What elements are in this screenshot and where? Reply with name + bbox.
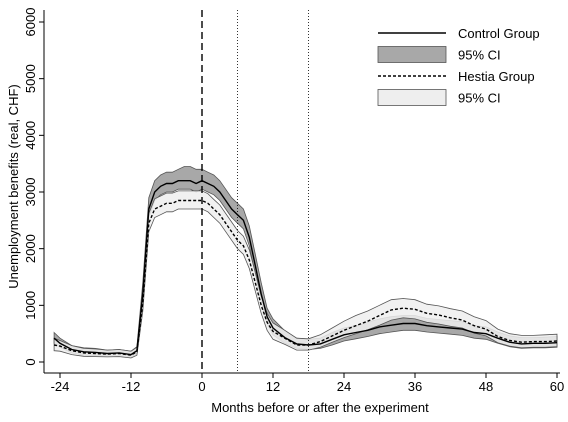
x-tick-label: 48 bbox=[479, 379, 493, 394]
y-tick-label: 6000 bbox=[23, 8, 38, 37]
legend: Control Group 95% CI Hestia Group 95% CI bbox=[377, 26, 540, 106]
x-tick-label: 24 bbox=[337, 379, 351, 394]
reference-lines bbox=[201, 10, 309, 373]
x-tick-label: 36 bbox=[408, 379, 422, 394]
legend-hestia-ci: 95% CI bbox=[377, 89, 501, 106]
legend-hestia: Hestia Group bbox=[378, 69, 535, 84]
legend-control-ci-swatch bbox=[377, 46, 447, 63]
legend-hestia-ci-swatch bbox=[377, 89, 447, 106]
series-line-hestia bbox=[53, 199, 558, 356]
legend-hestia-ci-label: 95% CI bbox=[458, 91, 501, 106]
x-tick-label: 12 bbox=[266, 379, 280, 394]
legend-control-ci: 95% CI bbox=[377, 46, 501, 63]
confidence-bands bbox=[53, 166, 558, 359]
ticks: -24 -12 0 12 24 36 48 60 0 1000 2000 3000 4000 5000 60… bbox=[23, 8, 564, 394]
legend-hestia-label: Hestia Group bbox=[458, 69, 535, 84]
y-tick-label: 5000 bbox=[23, 64, 38, 93]
series-line-control bbox=[53, 179, 558, 356]
y-tick-label: 2000 bbox=[23, 234, 38, 263]
legend-control: Control Group bbox=[378, 26, 540, 41]
x-axis-label: Months before or after the experiment bbox=[211, 400, 429, 415]
axes bbox=[43, 10, 560, 374]
y-tick-label: 3000 bbox=[23, 178, 38, 207]
y-axis-label: Unemployment benefits (real, CHF) bbox=[6, 84, 21, 288]
x-tick-label: 0 bbox=[198, 379, 205, 394]
x-tick-label: -24 bbox=[51, 379, 70, 394]
y-tick-label: 4000 bbox=[23, 121, 38, 150]
y-tick-label: 0 bbox=[23, 358, 38, 365]
x-tick-label: -12 bbox=[122, 379, 141, 394]
series-lines bbox=[53, 179, 558, 356]
x-tick-label: 60 bbox=[550, 379, 564, 394]
legend-control-ci-label: 95% CI bbox=[458, 48, 501, 63]
legend-control-label: Control Group bbox=[458, 26, 540, 41]
ci-band-hestia bbox=[53, 190, 558, 359]
y-tick-label: 1000 bbox=[23, 291, 38, 320]
